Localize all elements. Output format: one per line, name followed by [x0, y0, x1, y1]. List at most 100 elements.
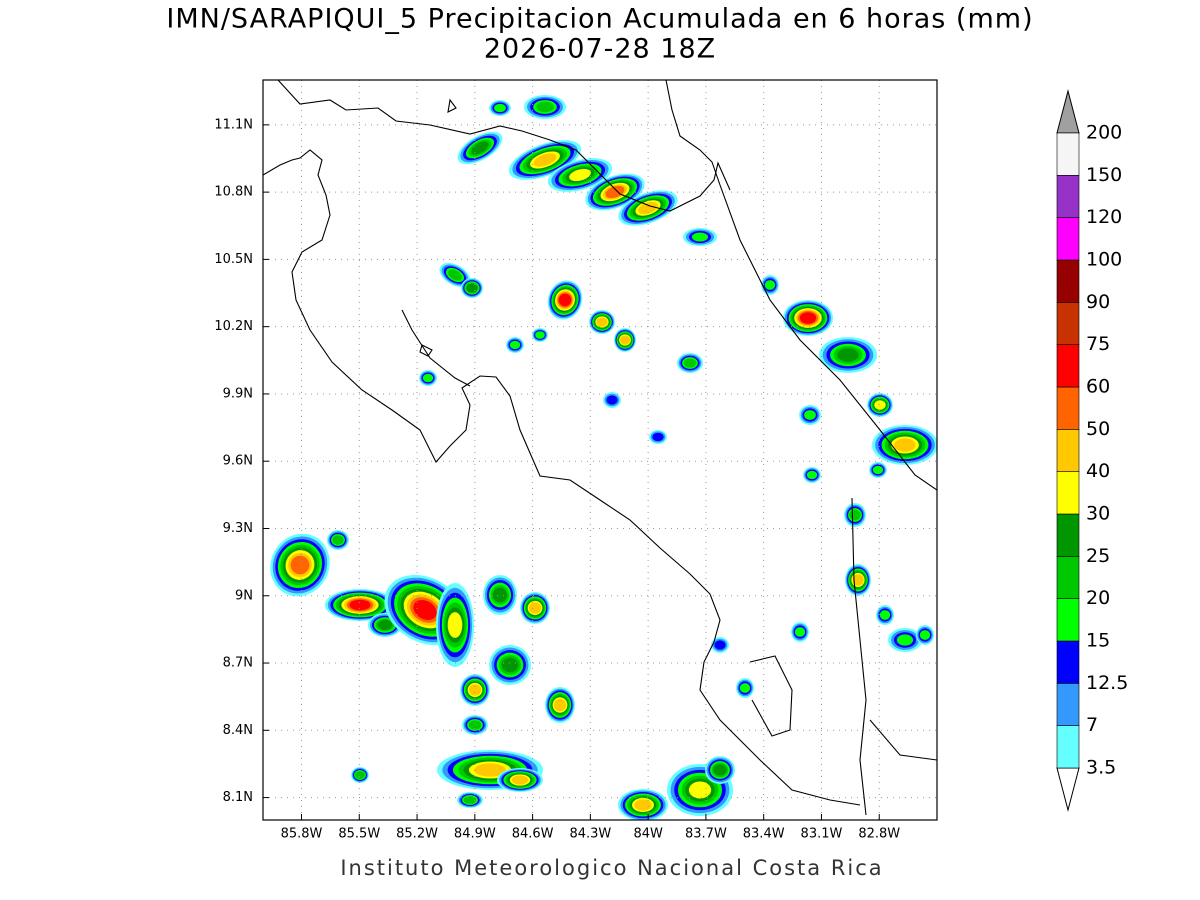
coastline [869, 719, 937, 761]
lat-tick-label: 8.7N [223, 656, 253, 671]
precip-cell [688, 781, 712, 799]
colorbar-label: 60 [1086, 376, 1110, 398]
lon-tick-label: 84.9W [454, 827, 496, 842]
colorbar-box [1056, 132, 1080, 176]
colorbar-label: 12.5 [1086, 672, 1128, 694]
precip-cell [466, 283, 478, 293]
colorbar-label: 100 [1086, 249, 1122, 271]
precip-cell [474, 763, 506, 777]
lon-tick-label: 84.6W [512, 827, 554, 842]
lon-tick-label: 83.4W [743, 827, 785, 842]
lat-tick-label: 9.6N [223, 454, 253, 469]
lat-tick-label: 8.4N [223, 723, 253, 738]
coastline [419, 344, 433, 357]
precip-cell [691, 232, 709, 242]
precip-cell [332, 535, 344, 545]
precip-cell [447, 612, 463, 638]
colorbar-below [1056, 767, 1080, 812]
precip-cell [558, 293, 572, 307]
colorbar-box [1056, 217, 1080, 261]
colorbar-label: 25 [1086, 545, 1110, 567]
lat-tick-label: 10.5N [214, 252, 253, 267]
map-frame [262, 79, 938, 821]
colorbar-box [1056, 556, 1080, 599]
precip-cell [872, 465, 884, 475]
precip-cell [619, 335, 631, 345]
lat-tick-label: 11.1N [214, 117, 253, 132]
precip-cell [806, 470, 818, 480]
colorbar: 3.5 7 12.5 15 20 25 30 40 50 60 75 90 100 120 150 200 [1056, 89, 1128, 812]
precip-cell [501, 657, 519, 673]
lon-tick-label: 82.8W [858, 827, 900, 842]
precip-cell [804, 410, 816, 420]
precipitation [270, 95, 937, 820]
colorbar-box [1056, 386, 1080, 430]
coastline [665, 80, 937, 491]
colorbar-label: 40 [1086, 460, 1110, 482]
precip-cell [713, 764, 727, 776]
precip-cell [714, 640, 726, 650]
precip-cell [569, 168, 591, 182]
colorbar-label: 75 [1086, 333, 1110, 355]
precip-cell [837, 348, 859, 362]
lon-tick-label: 84W [633, 827, 663, 842]
coastline [263, 149, 861, 806]
precip-cell [509, 340, 521, 350]
precip-cell [533, 153, 557, 167]
colorbar-label: 30 [1086, 503, 1110, 525]
precip-cell [739, 683, 751, 693]
precip-cell [606, 395, 618, 405]
precip-cell [683, 358, 697, 368]
footer: Instituto Meteorologico Nacional Costa R… [340, 856, 883, 880]
precip-cell [471, 141, 489, 155]
subtitle: 2026-07-28 18Z [484, 34, 716, 65]
lon-tick-label: 83.7W [685, 827, 727, 842]
precip-cell [764, 280, 776, 290]
precip-cell [852, 574, 864, 586]
colorbar-box [1056, 302, 1080, 345]
precip-cell [494, 103, 506, 113]
lat-tick-label: 9.9N [223, 386, 253, 401]
lon-tick-label: 85.8W [281, 827, 323, 842]
precip-cell [468, 684, 482, 696]
precip-cell [535, 331, 545, 339]
colorbar-box [1056, 513, 1080, 557]
colorbar-label: 90 [1086, 291, 1110, 313]
precip-cell [448, 269, 462, 281]
coastline [851, 497, 867, 816]
lon-tick-label: 83.1W [801, 827, 843, 842]
coastline [401, 309, 471, 387]
colorbar-label: 120 [1086, 206, 1122, 228]
precip-cell [634, 799, 652, 811]
colorbar-box [1056, 429, 1080, 472]
colorbar-label: 20 [1086, 587, 1110, 609]
precip-cell [536, 101, 554, 113]
colorbar-box [1056, 344, 1080, 388]
colorbar-box [1056, 725, 1080, 769]
colorbar-box [1056, 640, 1080, 684]
precip-cell [290, 555, 310, 575]
precip-cell [896, 634, 914, 646]
title: IMN/SARAPIQUI_5 Precipitacion Acumulada … [166, 4, 1033, 35]
colorbar-box [1056, 175, 1080, 218]
coastline [447, 98, 457, 113]
colorbar-above [1056, 89, 1080, 134]
precip-cell [638, 201, 658, 215]
colorbar-label: 7 [1086, 714, 1098, 736]
lon-tick-label: 85.2W [396, 827, 438, 842]
coastline [277, 80, 731, 212]
colorbar-label: 200 [1086, 122, 1122, 144]
colorbar-box [1056, 598, 1080, 642]
precip-cell [894, 438, 916, 452]
precip-cell [553, 698, 567, 712]
lat-tick-label: 8.1N [223, 790, 253, 805]
precip-cell [492, 587, 508, 603]
lat-tick-label: 10.2N [214, 319, 253, 334]
colorbar-label: 3.5 [1086, 757, 1116, 779]
lat-tick-label: 9.3N [223, 521, 253, 536]
precip-cell [413, 600, 437, 620]
precip-cell [849, 509, 861, 521]
colorbar-box [1056, 259, 1080, 303]
precip-cell [919, 630, 931, 640]
